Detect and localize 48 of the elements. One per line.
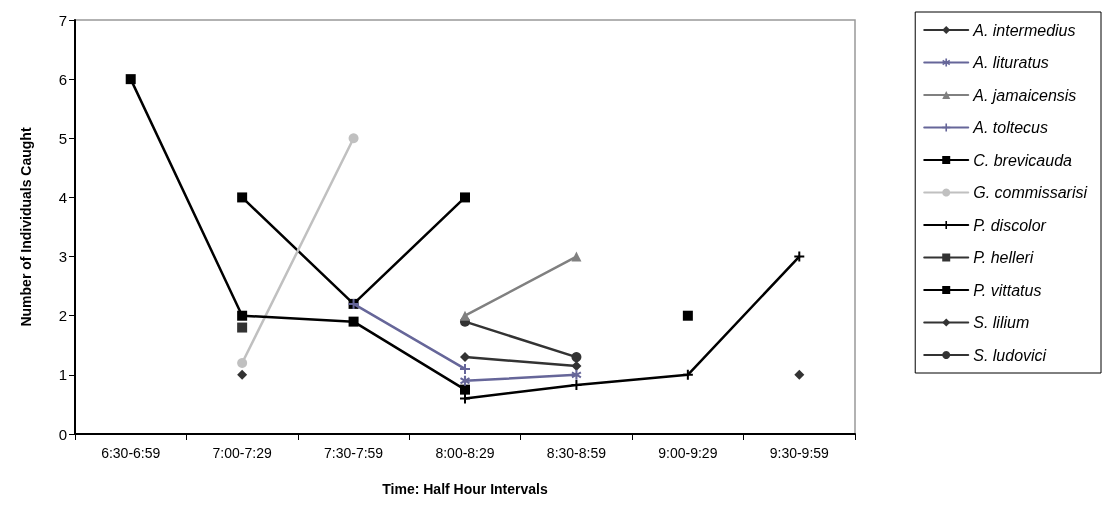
legend-label: A. intermedius xyxy=(972,21,1076,39)
y-tick-label: 2 xyxy=(58,307,67,325)
y-tick-label: 1 xyxy=(58,366,67,384)
point xyxy=(237,322,248,333)
y-axis-title: Number of Individuals Caught xyxy=(18,127,34,327)
y-tick-label: 0 xyxy=(58,425,67,443)
x-tick-label: 7:00-7:29 xyxy=(212,445,272,461)
y-tick-label: 5 xyxy=(58,129,67,147)
y-tick-label: 4 xyxy=(58,188,67,206)
y-tick-label: 6 xyxy=(58,70,67,88)
legend-label: S. lilium xyxy=(973,314,1030,331)
point xyxy=(794,251,805,262)
point xyxy=(571,352,582,363)
point xyxy=(125,74,136,85)
point xyxy=(460,393,470,404)
point xyxy=(682,310,693,321)
point xyxy=(460,352,470,363)
x-tick-label: 8:00-8:29 xyxy=(435,445,495,461)
point xyxy=(237,358,248,369)
point xyxy=(237,310,248,321)
legend-label: G. commissarisi xyxy=(973,184,1088,201)
y-tick-label: 3 xyxy=(58,248,67,266)
point xyxy=(794,369,805,380)
x-tick-label: 7:30-7:59 xyxy=(323,445,384,461)
point xyxy=(571,379,582,390)
point xyxy=(460,375,470,386)
legend-label: A. lituratus xyxy=(972,54,1049,71)
point xyxy=(571,369,582,380)
point xyxy=(460,384,470,395)
x-tick-label: 6:30-6:59 xyxy=(101,445,161,461)
legend-label: P. vittatus xyxy=(973,281,1042,299)
point xyxy=(682,369,693,380)
point xyxy=(460,192,470,203)
point xyxy=(237,192,248,203)
legend-label: A. jamaicensis xyxy=(972,86,1077,104)
x-axis-title: Time: Half Hour Intervals xyxy=(382,481,548,497)
legend-label: P. helleri xyxy=(973,249,1034,266)
legend-label: P. discolor xyxy=(973,216,1047,234)
legend-label: A. toltecus xyxy=(972,119,1048,136)
x-tick-label: 9:00-9:29 xyxy=(658,445,718,461)
y-tick-label: 7 xyxy=(58,11,67,29)
x-tick-label: 9:30-9:59 xyxy=(769,445,830,461)
legend-label: S. ludovici xyxy=(973,346,1047,364)
point xyxy=(348,316,359,327)
x-tick-label: 8:30-8:59 xyxy=(546,445,607,461)
point xyxy=(348,133,359,144)
point xyxy=(237,369,248,380)
legend-label: C. brevicauda xyxy=(973,151,1073,169)
